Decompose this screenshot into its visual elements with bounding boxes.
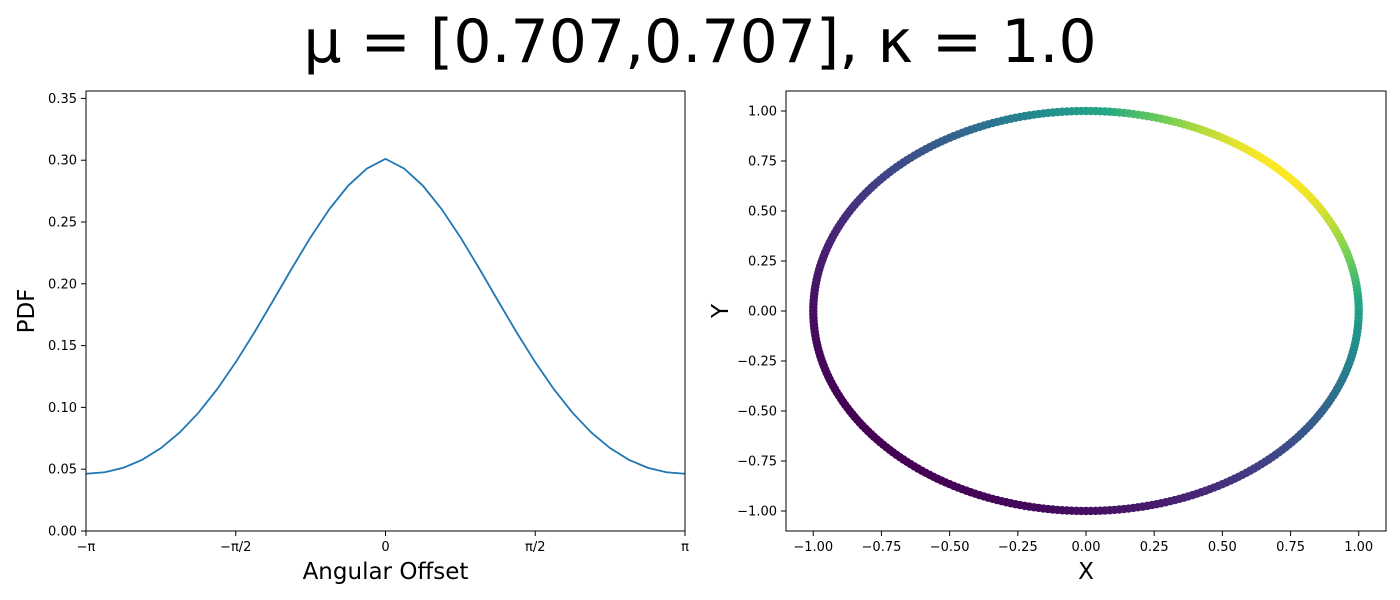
pdf-line-chart: −π −π/2 0 π/2 π 0.00 0.05 0.10 0.15 0.20 0.25 0.30 0… bbox=[14, 90, 689, 585]
x-tick-label: −π bbox=[77, 540, 96, 555]
y-tick-label: 0.00 bbox=[748, 305, 777, 320]
x-tick-label: −π/2 bbox=[220, 540, 251, 555]
y-tick-label: −0.50 bbox=[737, 405, 777, 420]
y-axis-label: Y bbox=[708, 303, 734, 319]
x-tick-label: −0.25 bbox=[998, 540, 1038, 555]
y-tick-label: 0.00 bbox=[48, 525, 77, 540]
x-tick-label: π/2 bbox=[525, 540, 545, 555]
y-tick-label: 1.00 bbox=[748, 105, 777, 120]
scatter-point bbox=[1354, 310, 1363, 319]
x-axis-label: Angular Offset bbox=[303, 559, 469, 585]
y-tick-label: 0.15 bbox=[48, 339, 77, 354]
y-tick-label: 0.25 bbox=[48, 216, 77, 231]
y-tick-label: 0.05 bbox=[48, 463, 77, 478]
x-tick-label: 0 bbox=[381, 540, 389, 555]
x-tick-label: 0.00 bbox=[1072, 540, 1101, 555]
y-tick-label: 0.50 bbox=[748, 205, 777, 220]
y-tick-label: −1.00 bbox=[737, 505, 777, 520]
scatter-points bbox=[809, 106, 1363, 516]
x-tick-label: π bbox=[681, 540, 689, 555]
figure-title: μ = [0.707,0.707], κ = 1.0 bbox=[303, 7, 1096, 77]
axes-frame bbox=[85, 90, 686, 532]
y-tick-label: 0.20 bbox=[48, 277, 77, 292]
x-tick-label: 0.75 bbox=[1276, 540, 1305, 555]
x-tick-label: 1.00 bbox=[1344, 540, 1373, 555]
y-tick-label: 0.10 bbox=[48, 401, 77, 416]
y-axis-label: PDF bbox=[14, 289, 40, 334]
y-tick-label: 0.25 bbox=[748, 255, 777, 270]
x-axis-label: X bbox=[1078, 559, 1094, 585]
circle-scatter-chart: −1.00 −0.75 −0.50 −0.25 0.00 0.25 0.50 0.75 1.00… bbox=[708, 90, 1387, 585]
y-tick-label: −0.75 bbox=[737, 455, 777, 470]
x-tick-label: 0.25 bbox=[1140, 540, 1169, 555]
x-tick-label: −0.50 bbox=[930, 540, 970, 555]
y-tick-label: 0.30 bbox=[48, 154, 77, 169]
x-tick-label: −0.75 bbox=[862, 540, 902, 555]
pdf-curve-line bbox=[85, 157, 686, 475]
axes-frame bbox=[785, 90, 1387, 532]
x-tick-label: 0.50 bbox=[1208, 540, 1237, 555]
y-tick-label: 0.75 bbox=[748, 155, 777, 170]
x-tick-label: −1.00 bbox=[793, 540, 833, 555]
y-tick-label: 0.35 bbox=[48, 92, 77, 107]
y-tick-label: −0.25 bbox=[737, 355, 777, 370]
